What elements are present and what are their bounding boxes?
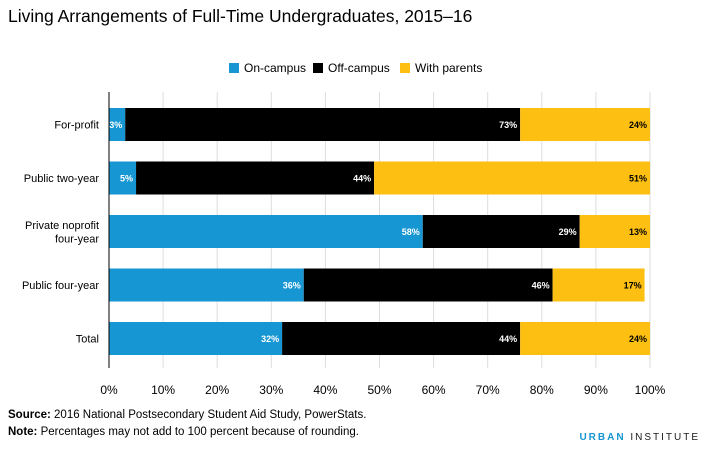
rounding-note: Note: Percentages may not add to 100 per… bbox=[8, 426, 359, 438]
x-tick-label-4: 40% bbox=[313, 383, 337, 397]
bar-on-campus-0 bbox=[109, 108, 126, 141]
legend-item-with-parents: With parents bbox=[400, 60, 482, 76]
data-label-off-campus-3: 46% bbox=[532, 281, 550, 291]
category-label-2-line-1: four-year bbox=[55, 233, 99, 245]
bar-off-campus-3 bbox=[303, 268, 553, 302]
bar-with-parents-3 bbox=[552, 268, 645, 302]
legend-swatch-with-parents bbox=[400, 63, 410, 73]
category-label-4: Total bbox=[76, 334, 99, 346]
data-label-with-parents-1: 51% bbox=[629, 174, 647, 184]
bar-on-campus-1 bbox=[109, 161, 137, 195]
x-tick-label-9: 90% bbox=[584, 383, 608, 397]
data-label-off-campus-1: 44% bbox=[353, 174, 371, 184]
x-tick-label-2: 20% bbox=[205, 383, 229, 397]
legend-swatch-on-campus bbox=[229, 63, 239, 73]
data-label-on-campus-0: 3% bbox=[109, 120, 122, 130]
x-tick-label-0: 0% bbox=[100, 383, 118, 397]
category-label-2-line-0: Private noprofit bbox=[25, 220, 99, 232]
legend-item-on-campus: On-campus bbox=[229, 60, 306, 76]
bar-with-parents-0 bbox=[520, 108, 650, 141]
data-label-off-campus-4: 44% bbox=[499, 334, 517, 344]
data-label-on-campus-4: 32% bbox=[261, 334, 279, 344]
x-tick-label-3: 30% bbox=[259, 383, 283, 397]
x-tick-label-8: 80% bbox=[530, 383, 554, 397]
source-label: Source: bbox=[8, 409, 51, 421]
bar-on-campus-3 bbox=[109, 268, 304, 302]
bar-with-parents-1 bbox=[374, 161, 650, 195]
legend-item-off-campus: Off-campus bbox=[313, 60, 390, 76]
note-label: Note: bbox=[8, 426, 38, 438]
bar-off-campus-1 bbox=[136, 161, 375, 195]
x-tick-label-6: 60% bbox=[422, 383, 446, 397]
brand-part-2: INSTITUTE bbox=[625, 432, 700, 443]
data-label-with-parents-4: 24% bbox=[629, 334, 647, 344]
x-tick-label-10: 100% bbox=[635, 383, 666, 397]
data-label-with-parents-0: 24% bbox=[629, 120, 647, 130]
bar-with-parents-2 bbox=[579, 215, 650, 248]
bar-on-campus-4 bbox=[109, 322, 283, 355]
bar-with-parents-4 bbox=[520, 322, 650, 355]
chart-title: Living Arrangements of Full-Time Undergr… bbox=[8, 6, 473, 26]
bar-on-campus-2 bbox=[109, 215, 423, 248]
bar-off-campus-4 bbox=[282, 322, 521, 355]
source-note: Source: 2016 National Postsecondary Stud… bbox=[8, 409, 366, 421]
note-text: Percentages may not add to 100 percent b… bbox=[37, 426, 359, 438]
brand-part-1: URBAN bbox=[579, 432, 626, 443]
x-tick-label-5: 50% bbox=[367, 383, 391, 397]
data-label-off-campus-2: 29% bbox=[559, 227, 577, 237]
urban-institute-logo: URBAN INSTITUTE bbox=[579, 432, 700, 443]
bar-off-campus-2 bbox=[422, 215, 580, 248]
x-tick-label-7: 70% bbox=[476, 383, 500, 397]
data-label-off-campus-0: 73% bbox=[499, 120, 517, 130]
data-label-with-parents-2: 13% bbox=[629, 227, 647, 237]
legend-label-with-parents: With parents bbox=[415, 61, 483, 75]
data-label-on-campus-1: 5% bbox=[120, 174, 133, 184]
legend-swatch-off-campus bbox=[313, 63, 323, 73]
category-label-1: Public two-year bbox=[24, 173, 100, 185]
x-tick-label-1: 10% bbox=[151, 383, 175, 397]
legend: On-campus Off-campus With parents bbox=[0, 60, 710, 76]
data-label-on-campus-3: 36% bbox=[283, 281, 301, 291]
category-label-0: For-profit bbox=[54, 120, 99, 132]
legend-label-off-campus: Off-campus bbox=[328, 61, 390, 75]
legend-label-on-campus: On-campus bbox=[244, 61, 307, 75]
source-text: 2016 National Postsecondary Student Aid … bbox=[50, 409, 367, 421]
category-label-3: Public four-year bbox=[22, 280, 99, 292]
data-label-on-campus-2: 58% bbox=[402, 227, 420, 237]
data-label-with-parents-3: 17% bbox=[624, 281, 642, 291]
bar-off-campus-0 bbox=[125, 108, 521, 141]
